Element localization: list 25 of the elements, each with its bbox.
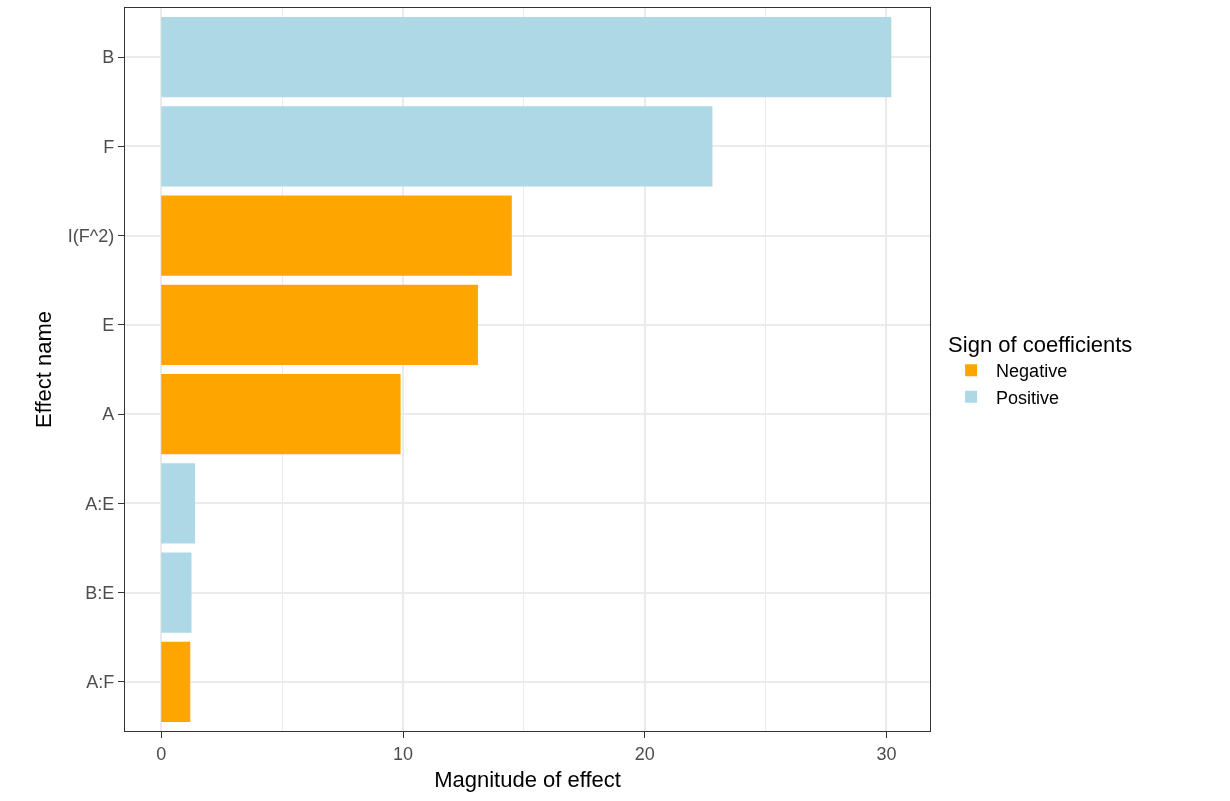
legend-label: Negative [996, 361, 1068, 382]
bar [161, 195, 512, 276]
legend-title: Sign of coefficients [948, 332, 1133, 358]
y-tick-label: A [102, 404, 115, 425]
bar [161, 641, 191, 723]
x-tick-label: 20 [634, 743, 655, 764]
bar [161, 16, 892, 98]
bar [161, 552, 192, 633]
y-tick-label: F [103, 136, 115, 157]
bar [161, 373, 401, 455]
x-tick-label: 10 [392, 743, 414, 764]
x-tick-label: 0 [156, 743, 167, 764]
bar [161, 106, 713, 187]
bar [161, 463, 196, 544]
y-tick-label: A:E [85, 493, 115, 514]
x-axis-title: Magnitude of effect [434, 766, 621, 792]
y-tick-label: B [102, 47, 115, 68]
legend-label: Positive [996, 387, 1060, 408]
y-tick-label: A:F [86, 672, 115, 693]
y-tick-label: I(F^2) [67, 225, 115, 246]
y-axis-title: Effect name [30, 311, 56, 428]
y-tick-label: B:E [85, 582, 115, 603]
y-tick-label: E [102, 315, 115, 336]
x-tick-label: 30 [876, 743, 897, 764]
bar [161, 284, 478, 366]
